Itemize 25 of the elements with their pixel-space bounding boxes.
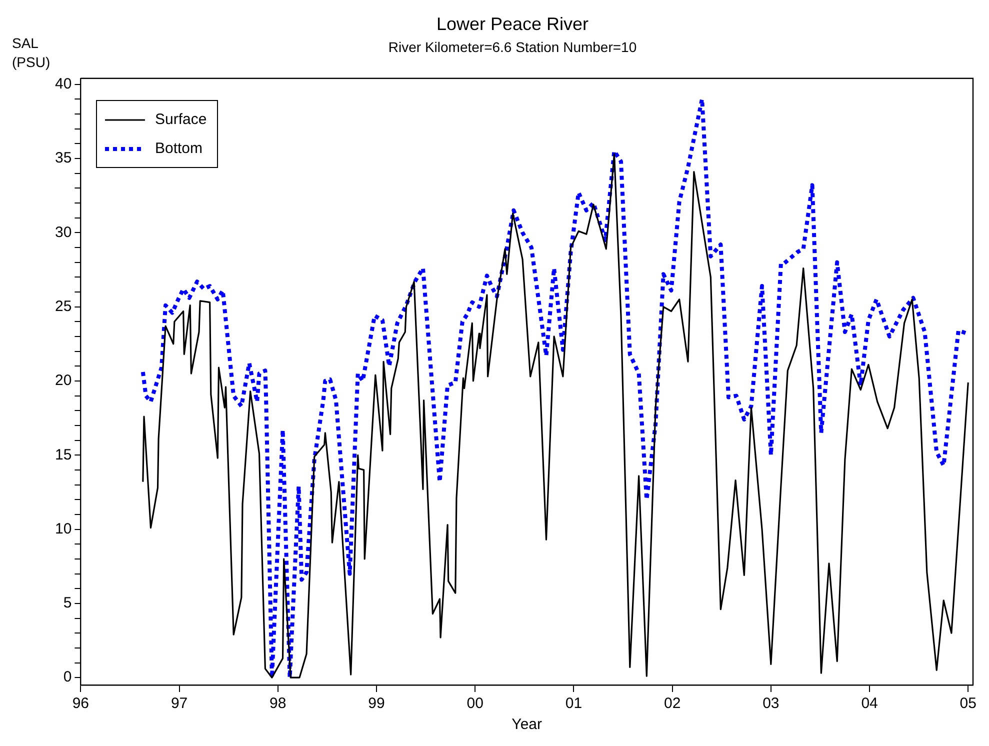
y-axis-title: SAL (PSU) [12,34,52,72]
x-tick-label: 03 [762,695,780,712]
y-tick-label: 30 [54,224,72,241]
chart-title: Lower Peace River [436,14,589,34]
x-tick-label: 96 [72,695,90,712]
x-tick-label: 04 [861,695,878,712]
y-tick-label: 10 [54,520,72,538]
x-tick-label: 05 [960,695,976,712]
x-tick-label: 97 [170,695,188,712]
y-tick-label: 35 [54,150,72,167]
y-tick-label: 5 [63,594,72,612]
x-tick-label: 00 [466,695,484,712]
legend-label: Surface [155,111,207,128]
x-tick-label: 02 [664,695,681,712]
y-tick-label: 25 [54,298,72,315]
x-tick-label: 99 [368,695,385,712]
chart-subtitle: River Kilometer=6.6 Station Number=10 [388,38,637,55]
x-tick-label: 01 [565,695,582,712]
y-tick-label: 40 [54,75,72,92]
y-tick-label: 0 [63,668,72,686]
x-tick-label: 98 [270,695,286,712]
y-tick-label: 20 [54,372,72,390]
x-axis-title: Year [512,716,542,734]
legend-label: Bottom [155,140,203,157]
y-tick-label: 15 [54,446,72,464]
